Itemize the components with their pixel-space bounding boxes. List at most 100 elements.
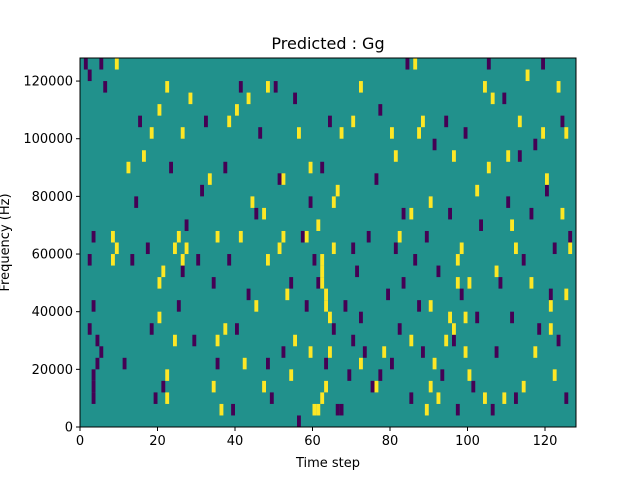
x-axis-title: Time step — [295, 456, 360, 471]
heatmap-cell-low — [227, 254, 232, 266]
heatmap-cell-low — [281, 346, 286, 358]
heatmap-cell-high — [188, 92, 193, 105]
heatmap-cell-high — [246, 92, 251, 105]
heatmap-cell-low — [169, 161, 173, 174]
heatmap-cell-low — [273, 81, 278, 93]
heatmap-cell-low — [328, 115, 332, 128]
plot-frame — [79, 57, 577, 428]
heatmap-cell-low — [204, 115, 208, 128]
x-tick-label: 120 — [533, 434, 558, 449]
heatmap-cell-high — [277, 242, 282, 255]
heatmap-cell-high — [281, 173, 286, 185]
heatmap-cell-high — [111, 254, 115, 266]
y-axis: 0 20000 40000 60000 80000 100000 120000 — [23, 75, 80, 436]
heatmap-cell-high — [308, 346, 313, 358]
heatmap-cell-low — [145, 242, 150, 255]
heatmap-cell-low — [444, 115, 449, 128]
y-tick-label: 20000 — [32, 363, 73, 378]
y-axis-title: Frequency (Hz) — [0, 193, 13, 291]
heatmap-cell-high — [421, 115, 425, 128]
heatmap-cell-low — [366, 230, 371, 243]
heatmap-cell-high — [308, 161, 313, 174]
heatmap-cell-high — [560, 207, 565, 220]
heatmap-cell-low — [300, 230, 305, 243]
heatmap-cell-high — [541, 127, 545, 139]
heatmap-cell-low — [347, 369, 352, 381]
heatmap-cell-high — [459, 242, 464, 255]
heatmap-cell-low — [95, 334, 100, 347]
heatmap-cell-low — [293, 92, 297, 105]
heatmap-cell-low — [324, 357, 328, 370]
heatmap-cell-low — [455, 403, 460, 416]
x-tick-label: 20 — [149, 434, 166, 449]
heatmap-cell-low — [235, 323, 239, 335]
heatmap-background — [80, 58, 576, 427]
heatmap-cell-high — [374, 380, 379, 393]
heatmap-cell-low — [138, 115, 142, 128]
heatmap-cell-high — [312, 403, 317, 416]
heatmap-cell-high — [463, 346, 468, 358]
heatmap-cell-high — [393, 150, 398, 162]
heatmap-cell-high — [266, 254, 270, 266]
heatmap-cell-high — [266, 81, 270, 93]
heatmap-cell-high — [176, 230, 181, 243]
heatmap-cell-high — [409, 334, 414, 347]
heatmap-cell-high — [533, 346, 538, 358]
heatmap-cell-low — [223, 161, 228, 174]
heatmap-cell-high — [328, 346, 332, 358]
heatmap-cell-high — [397, 230, 402, 243]
heatmap-cell-high — [428, 380, 433, 393]
heatmap-cell-low — [269, 392, 274, 404]
heatmap-cell-low — [568, 230, 573, 243]
x-tick-label: 60 — [304, 434, 321, 449]
heatmap-cell-high — [502, 392, 507, 404]
heatmap-cell-low — [184, 219, 189, 231]
heatmap-cell-low — [370, 380, 375, 393]
heatmap-cell-low — [215, 357, 220, 370]
y-tick-label: 0 — [65, 421, 73, 436]
heatmap-cell-high — [184, 242, 189, 255]
heatmap-cell-low — [304, 300, 309, 312]
y-tick-label: 100000 — [23, 132, 73, 147]
x-axis: 0 20 40 60 80 100 120 — [76, 427, 558, 449]
heatmap-cell-high — [514, 242, 518, 255]
heatmap-cell-low — [424, 230, 429, 243]
heatmap-cell-high — [568, 242, 573, 255]
heatmap-cell-low — [312, 254, 317, 266]
heatmap-cell-high — [320, 277, 325, 289]
heatmap-cells — [83, 58, 573, 427]
plot-area — [79, 57, 577, 428]
heatmap-cell-high — [227, 115, 232, 128]
heatmap-cell-high — [324, 288, 328, 301]
heatmap-cell-low — [533, 138, 538, 151]
heatmap-cell-low — [277, 173, 282, 185]
heatmap-cell-low — [87, 254, 92, 266]
heatmap-cell-high — [328, 311, 332, 324]
heatmap-cell-low — [91, 230, 96, 243]
heatmap-cell-low — [494, 346, 499, 358]
heatmap-cell-high — [157, 277, 162, 289]
heatmap-cell-low — [254, 207, 259, 220]
heatmap-cell-high — [564, 127, 569, 139]
heatmap-cell-high — [180, 254, 185, 266]
heatmap-cell-high — [262, 207, 266, 220]
heatmap-cell-high — [180, 127, 185, 139]
y-tick-label: 40000 — [32, 305, 73, 320]
heatmap-cell-low — [552, 242, 557, 255]
heatmap-cell-high — [207, 173, 212, 185]
heatmap-cell-low — [297, 415, 301, 427]
heatmap-cell-low — [393, 242, 398, 255]
heatmap-cell-high — [351, 115, 356, 128]
heatmap-cell-high — [304, 230, 309, 243]
heatmap-cell-low — [339, 403, 344, 416]
heatmap-cell-low — [537, 323, 542, 335]
heatmap-cell-high — [126, 161, 131, 174]
heatmap-cell-high — [238, 230, 243, 243]
heatmap-cell-high — [506, 150, 511, 162]
heatmap-cell-high — [293, 334, 297, 347]
heatmap-cell-low — [87, 323, 92, 335]
heatmap-cell-low — [87, 69, 92, 82]
heatmap-cell-high — [428, 300, 433, 312]
heatmap-cell-high — [331, 196, 336, 208]
heatmap-cell-high — [320, 392, 325, 404]
